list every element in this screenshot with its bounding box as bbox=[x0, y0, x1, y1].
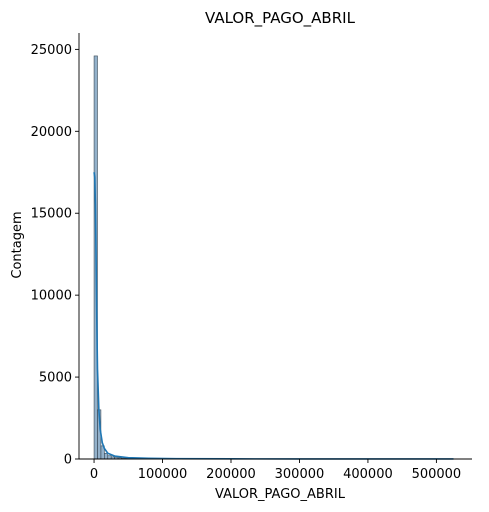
x-axis-ticks: 0 100000 200000 300000 400000 500000 bbox=[90, 459, 461, 482]
x-tick-label: 200000 bbox=[206, 467, 256, 482]
y-axis-label: Contagem bbox=[10, 211, 25, 278]
y-tick-label: 25000 bbox=[31, 43, 72, 58]
histogram-bar bbox=[104, 452, 109, 460]
y-axis-ticks: 0 5000 10000 15000 20000 25000 bbox=[31, 43, 79, 468]
histogram-bar bbox=[107, 455, 112, 460]
histogram-bars bbox=[93, 55, 163, 460]
chart-title: VALOR_PAGO_ABRIL bbox=[205, 9, 356, 28]
y-tick-label: 0 bbox=[64, 453, 72, 468]
y-tick-label: 10000 bbox=[31, 289, 72, 304]
kde-curve bbox=[93, 172, 454, 460]
x-tick-label: 0 bbox=[90, 467, 98, 482]
y-tick-label: 15000 bbox=[31, 207, 72, 222]
y-tick-label: 20000 bbox=[31, 125, 72, 140]
x-tick-label: 500000 bbox=[412, 467, 462, 482]
x-tick-label: 300000 bbox=[275, 467, 325, 482]
x-tick-label: 100000 bbox=[138, 467, 188, 482]
x-tick-label: 400000 bbox=[343, 467, 393, 482]
x-axis-label: VALOR_PAGO_ABRIL bbox=[215, 487, 346, 502]
y-tick-label: 5000 bbox=[39, 371, 72, 386]
